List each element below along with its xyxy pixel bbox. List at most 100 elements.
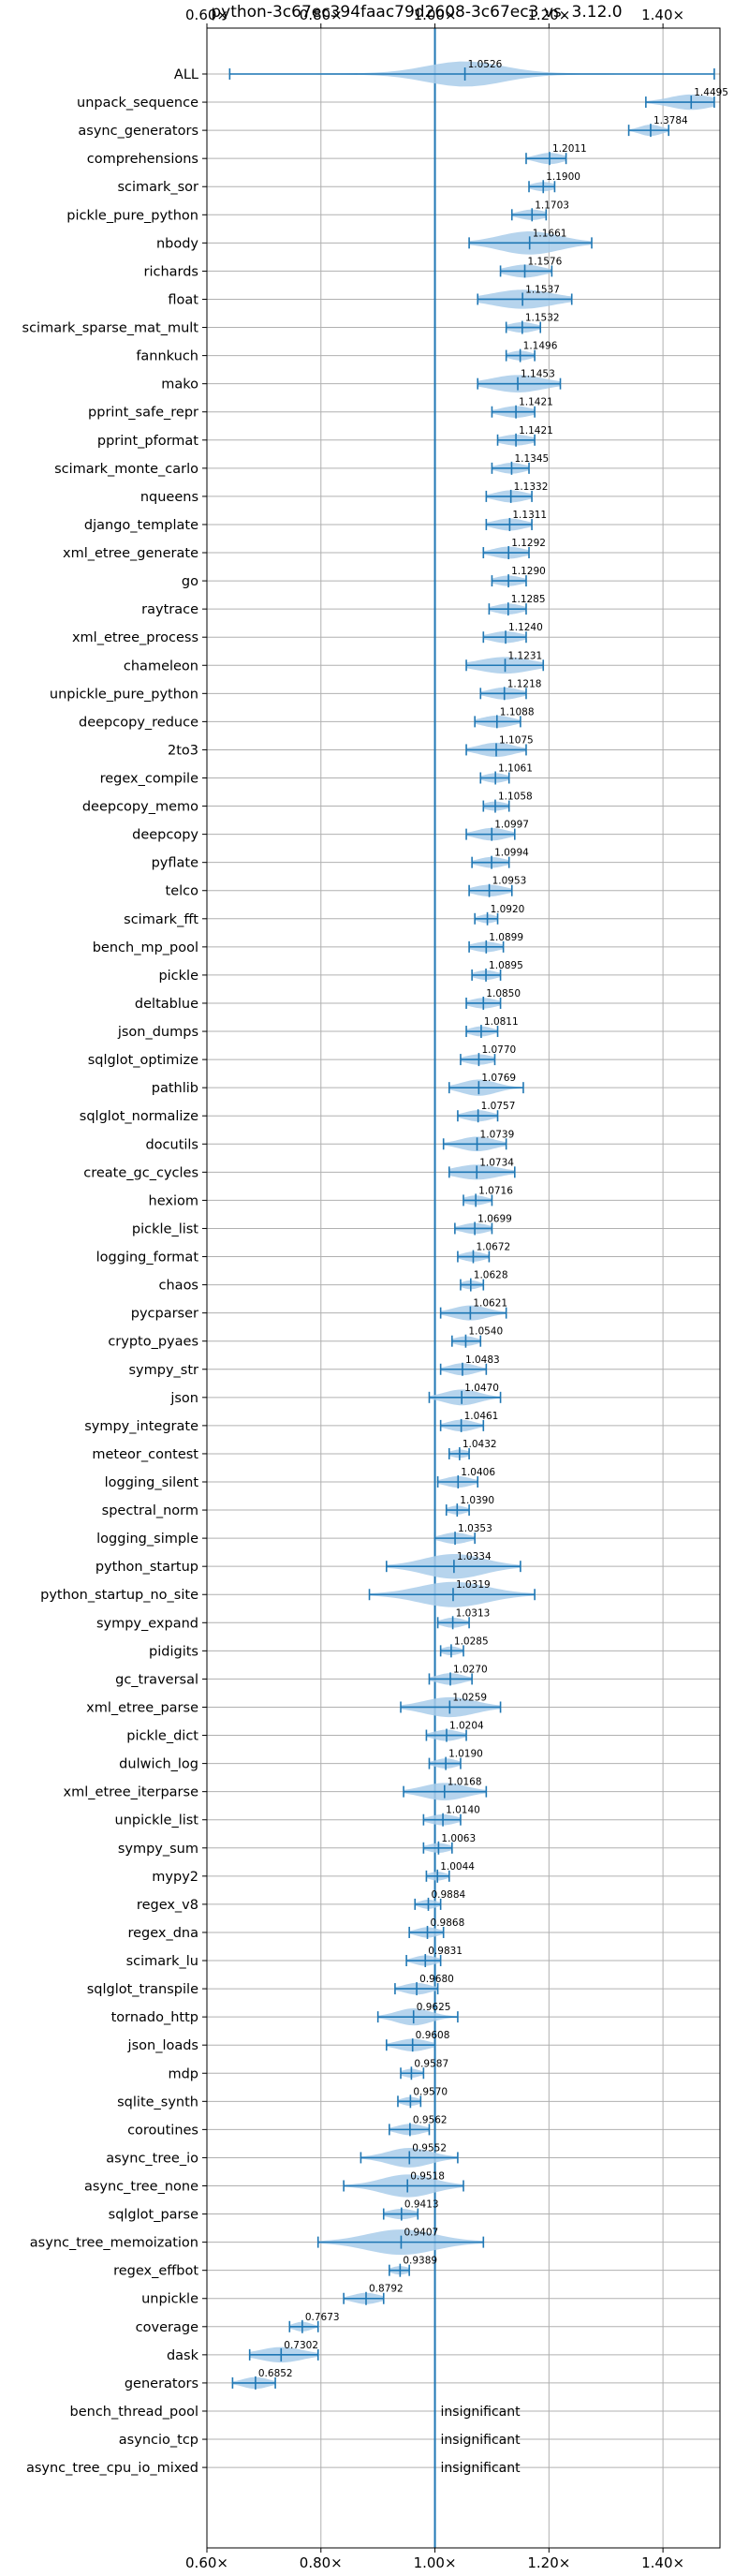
benchmark-label: python_startup [95, 1560, 198, 1575]
benchmark-label: pickle_dict [126, 1729, 198, 1744]
benchmark-label: regex_compile [100, 772, 198, 787]
benchmark-label: richards [143, 264, 198, 279]
x-tick-label-top: 0.80× [300, 7, 343, 23]
value-label: 0.9552 [412, 2142, 447, 2154]
value-label: 1.0044 [440, 1861, 475, 1873]
benchmark-label: xml_etree_parse [86, 1700, 198, 1715]
x-tick-label-top: 1.40× [641, 7, 684, 23]
benchmark-label: go [182, 574, 198, 589]
benchmark-label: sqlglot_parse [109, 2208, 198, 2223]
value-label: 1.0850 [486, 988, 521, 999]
benchmark-label: logging_silent [105, 1475, 199, 1490]
value-label: 1.0526 [468, 59, 503, 70]
benchmark-label: json_loads [127, 2038, 198, 2053]
value-label: 1.1537 [525, 284, 560, 295]
value-label: 1.0540 [468, 1326, 503, 1338]
value-label: 1.1218 [507, 678, 542, 689]
benchmark-label: ALL [174, 67, 198, 82]
benchmark-label: xml_etree_process [72, 630, 198, 645]
value-label: 0.9389 [403, 2256, 437, 2267]
value-label: 0.9570 [413, 2086, 448, 2097]
benchmark-label: python_startup_no_site [40, 1588, 198, 1603]
value-label: 1.0168 [448, 1777, 482, 1788]
value-label: 1.1290 [511, 566, 546, 577]
value-label: 1.3784 [654, 115, 688, 126]
value-label: 1.0757 [481, 1101, 516, 1112]
benchmark-label: regex_dna [127, 1926, 198, 1941]
benchmark-label: unpack_sequence [77, 96, 198, 111]
value-label: 1.1088 [500, 706, 535, 718]
benchmark-label: generators [125, 2376, 198, 2391]
benchmark-label: asyncio_tcp [119, 2433, 198, 2448]
value-label: 1.0140 [446, 1805, 480, 1816]
x-tick-label-top: 1.00× [414, 7, 457, 23]
value-label: 0.6852 [258, 2368, 293, 2379]
value-label: 1.1075 [499, 734, 534, 746]
benchmark-label: spectral_norm [102, 1503, 198, 1518]
value-label: 0.9407 [404, 2228, 438, 2239]
benchmark-label: mdp [168, 2066, 198, 2081]
benchmark-label: unpickle_pure_python [50, 687, 198, 702]
plot-frame [206, 27, 721, 2549]
value-label: 1.1061 [498, 763, 533, 775]
value-label: 0.9518 [410, 2171, 445, 2183]
x-tick-label-bottom: 1.40× [641, 2554, 684, 2571]
value-label: 1.1453 [521, 369, 555, 380]
value-label: 1.0319 [456, 1579, 491, 1591]
value-label: 0.8792 [369, 2284, 404, 2295]
benchmark-label: scimark_sparse_mat_mult [22, 321, 199, 336]
value-label: 1.0432 [463, 1439, 497, 1450]
value-label: 1.0920 [491, 904, 525, 915]
x-tick-label-top: 1.20× [527, 7, 570, 23]
benchmark-label: scimark_fft [124, 912, 198, 927]
value-label: 1.0063 [441, 1833, 476, 1844]
benchmark-label: scimark_monte_carlo [54, 462, 198, 477]
benchmark-label: scimark_lu [126, 1954, 198, 1969]
benchmark-label: scimark_sor [117, 180, 198, 195]
benchmark-label: async_tree_cpu_io_mixed [26, 2461, 198, 2476]
x-tick-label-bottom: 0.80× [300, 2554, 343, 2571]
value-label: 1.1900 [546, 171, 580, 183]
value-label: 1.1661 [533, 228, 567, 239]
benchmark-label: pidigits [149, 1644, 198, 1659]
benchmark-label: bench_thread_pool [70, 2405, 198, 2420]
benchmark-label: sympy_integrate [84, 1419, 198, 1434]
benchmark-label: dulwich_log [119, 1757, 198, 1772]
value-label: 1.0672 [476, 1242, 510, 1253]
value-label: 1.1345 [514, 453, 549, 465]
benchmark-label: mako [161, 378, 198, 392]
value-label: 1.0461 [464, 1411, 499, 1422]
value-label: 1.0285 [454, 1636, 489, 1647]
value-label: 0.9884 [431, 1889, 465, 1901]
benchmark-label: pickle_pure_python [66, 208, 198, 223]
x-tick-label-bottom: 0.60× [185, 2554, 228, 2571]
benchmark-label: unpickle_list [115, 1814, 199, 1828]
benchmark-label: meteor_contest [92, 1447, 198, 1462]
value-label: 0.9608 [416, 2030, 450, 2041]
benchmark-label: sqlglot_optimize [88, 1053, 198, 1068]
benchmark-label: chaos [159, 1279, 198, 1294]
axis-layer: 0.60× 0.60× 0.80× 0.80× 1.00× 1.00× 1.20× 1.20×… [22, 7, 685, 2571]
benchmark-label: coverage [136, 2320, 198, 2335]
x-tick-label-top: 0.60× [185, 7, 228, 23]
benchmark-label: xml_etree_iterparse [64, 1785, 199, 1800]
value-label: 1.1240 [508, 622, 543, 633]
value-label: 1.0895 [489, 960, 523, 971]
benchmark-label: json_dumps [117, 1025, 198, 1040]
value-label: 1.0769 [481, 1073, 516, 1084]
value-label: 1.1532 [525, 313, 560, 324]
benchmark-label: comprehensions [87, 152, 198, 167]
benchmark-label: crypto_pyaes [108, 1335, 198, 1350]
benchmark-label: deepcopy_reduce [79, 715, 198, 730]
value-label: 1.0716 [478, 1185, 513, 1196]
value-label: 1.0190 [448, 1749, 483, 1760]
benchmark-label: sympy_expand [96, 1616, 198, 1631]
benchmark-label: raytrace [141, 602, 198, 617]
value-label: 1.0621 [473, 1298, 507, 1310]
benchmark-label: async_tree_io [106, 2151, 198, 2166]
value-label: 0.9831 [428, 1946, 463, 1957]
value-label: 1.0739 [480, 1129, 515, 1140]
value-label: 1.0994 [494, 848, 529, 859]
value-label: 1.0770 [481, 1044, 516, 1056]
